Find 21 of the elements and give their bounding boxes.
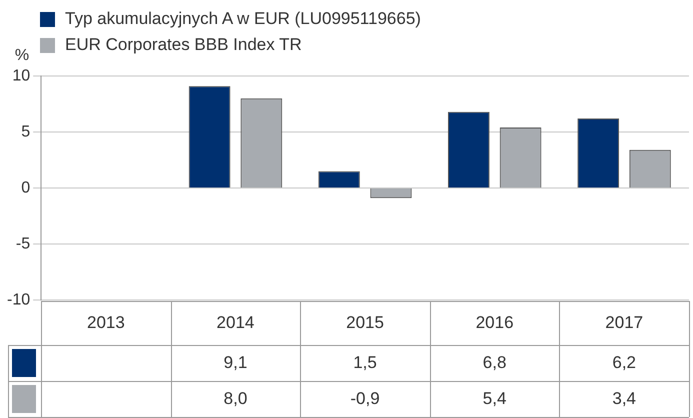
data-label: 5,4 (482, 388, 508, 410)
x-tick-label: 2016 (474, 312, 515, 334)
y-tick-label: -5 (16, 235, 30, 252)
x-tick-label: 2017 (604, 312, 644, 334)
y-tick-label: -10 (7, 291, 30, 308)
data-label: 1,5 (352, 352, 378, 374)
data-label: 6,2 (611, 352, 638, 374)
y-tick-label: 5 (21, 123, 30, 140)
data-label: -0,9 (349, 388, 381, 410)
data-label: 6,8 (482, 352, 508, 374)
data-label: 9,1 (222, 352, 248, 374)
x-tick-label: 2014 (216, 312, 256, 334)
y-axis-title: % (14, 47, 30, 64)
y-tick-label: 0 (21, 179, 30, 196)
x-tick-label: 2013 (86, 312, 126, 334)
data-label: 8,0 (222, 388, 248, 410)
legend-label: Typ akumulacyjnych A w EUR (LU0995119665) (65, 9, 421, 29)
x-tick-label: 2015 (345, 312, 385, 334)
y-tick-label: 10 (12, 67, 30, 84)
legend-label: EUR Corporates BBB Index TR (65, 35, 302, 55)
data-label: 3,4 (611, 388, 638, 410)
